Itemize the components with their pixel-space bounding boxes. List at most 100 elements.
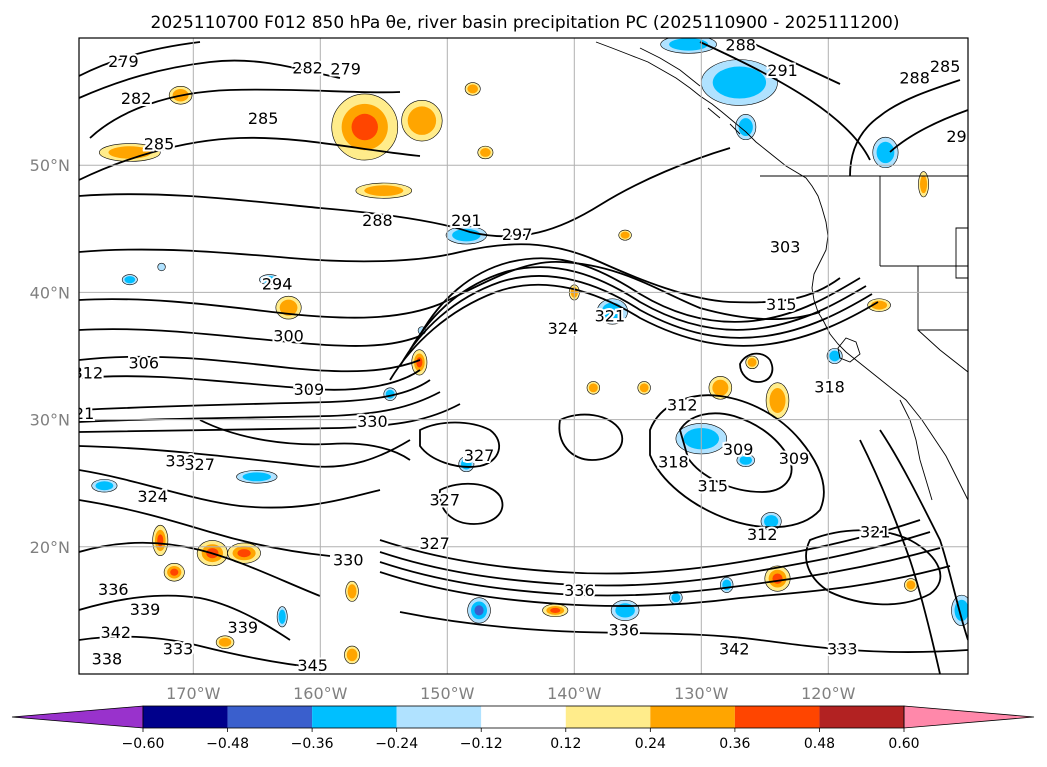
contour-label: 327 bbox=[464, 446, 495, 465]
contour-label: 336 bbox=[609, 620, 640, 639]
contour-label: 315 bbox=[697, 477, 728, 496]
precip-blob-neg-30-level-1 bbox=[738, 118, 753, 136]
axis-tick-labels: 170°W 160°W 150°W 140°W 130°W 120°W 20°N 30°N 40… bbox=[30, 156, 856, 703]
colorbar-tick-label: 0.36 bbox=[719, 736, 750, 752]
contour-label: 333 bbox=[163, 640, 194, 659]
precip-blob-neg-49-level-1 bbox=[278, 609, 286, 624]
lat-tick-label: 50°N bbox=[30, 156, 70, 175]
precip-blob-neg-48-level-1 bbox=[829, 350, 840, 362]
precip-blob-pos-7-level-2 bbox=[157, 534, 164, 547]
contour-label: 312 bbox=[73, 364, 104, 383]
lon-tick-label: 130°W bbox=[674, 684, 729, 703]
colorbar-bin-1 bbox=[227, 706, 313, 728]
contour-label: 312 bbox=[667, 395, 698, 414]
contour-label: 324 bbox=[137, 487, 168, 506]
colorbar-tick-label: 0.12 bbox=[550, 736, 581, 752]
contour-label: 282 bbox=[292, 58, 323, 77]
colorbar-tick-label: −0.48 bbox=[206, 736, 249, 752]
lat-tick-label: 20°N bbox=[30, 538, 70, 557]
contour-label: 327 bbox=[184, 455, 215, 474]
map-frame bbox=[78, 37, 969, 675]
precip-blob-pos-20-level-1 bbox=[588, 383, 598, 393]
precip-blob-neg-51-level-0 bbox=[157, 262, 166, 272]
precip-blob-pos-4-level-1 bbox=[364, 185, 404, 196]
precip-blob-pos-12-level-1 bbox=[346, 648, 358, 662]
precip-blob-pos-21-level-1 bbox=[639, 383, 649, 393]
contour-label: 321 bbox=[64, 404, 95, 423]
contour-label: 330 bbox=[333, 551, 364, 570]
precip-blob-neg-31-level-1 bbox=[876, 141, 895, 164]
contour-label: 330 bbox=[357, 412, 388, 431]
precip-blob-pos-27-level-1 bbox=[218, 637, 232, 647]
lon-tick-label: 150°W bbox=[420, 684, 475, 703]
contour-label: 339 bbox=[130, 600, 161, 619]
colorbar-bin-2 bbox=[312, 706, 397, 728]
contour-label: 288 bbox=[899, 68, 930, 87]
contour-label: 327 bbox=[429, 491, 460, 510]
coastline bbox=[595, 41, 968, 501]
precip-blob-pos-11-level-1 bbox=[347, 584, 357, 599]
precip-blob-neg-39-level-1 bbox=[764, 515, 779, 528]
precip-blob-pos-13-level-2 bbox=[550, 607, 561, 613]
contour-label: 330 bbox=[165, 451, 196, 470]
precip-blob-neg-40-level-2 bbox=[474, 605, 484, 616]
precip-blob-pos-0-level-2 bbox=[351, 113, 378, 141]
contour-label: 285 bbox=[930, 57, 961, 76]
precip-blob-pos-17-level-1 bbox=[747, 357, 757, 367]
contour-label: 339 bbox=[228, 618, 259, 637]
lon-tick-label: 170°W bbox=[166, 684, 221, 703]
contour-label: 342 bbox=[101, 623, 132, 642]
colorbar-tick-label: −0.12 bbox=[460, 736, 503, 752]
contour-label: 306 bbox=[128, 353, 159, 372]
contour-label: 309 bbox=[723, 440, 754, 459]
colorbar-tick-label: −0.24 bbox=[375, 736, 418, 752]
colorbar-extend-min bbox=[11, 705, 144, 729]
contour-label: 321 bbox=[860, 523, 891, 542]
precip-blob-pos-19-level-1 bbox=[919, 175, 928, 194]
precip-blob-pos-1-level-1 bbox=[407, 106, 437, 135]
precip-blob-pos-15-level-1 bbox=[769, 388, 786, 413]
contour-label: 294 bbox=[262, 274, 293, 293]
lat-tick-label: 30°N bbox=[30, 411, 70, 430]
colorbar-extend-max bbox=[903, 705, 1035, 729]
precip-blob-pos-5-level-1 bbox=[279, 299, 298, 316]
precip-blob-pos-10-level-2 bbox=[237, 549, 251, 558]
contour-label: 309 bbox=[294, 380, 325, 399]
contour-label: 336 bbox=[564, 581, 595, 600]
contour-label: 312 bbox=[747, 525, 778, 544]
contour-label: 282 bbox=[121, 89, 152, 108]
lon-tick-label: 120°W bbox=[801, 684, 856, 703]
colorbar-tick-label: 0.48 bbox=[804, 736, 835, 752]
precip-blob-neg-46-level-1 bbox=[262, 276, 277, 284]
contour-label: 297 bbox=[502, 225, 533, 244]
lon-tick-label: 140°W bbox=[547, 684, 602, 703]
contour-label: 300 bbox=[273, 327, 304, 346]
contour-label: 333 bbox=[827, 640, 858, 659]
precip-blob-neg-29-level-1 bbox=[669, 38, 709, 51]
precip-blob-neg-42-level-1 bbox=[671, 593, 681, 603]
precip-blob-neg-47-level-1 bbox=[124, 276, 136, 284]
colorbar-outline bbox=[142, 705, 905, 729]
contour-label: 345 bbox=[297, 656, 328, 675]
contour-label: 291 bbox=[767, 61, 798, 80]
contour-label: 279 bbox=[108, 52, 139, 71]
colorbar-bin-3 bbox=[396, 706, 482, 728]
contour-label: 285 bbox=[248, 109, 279, 128]
precip-blob-pos-22-level-1 bbox=[906, 580, 916, 590]
contour-label: 303 bbox=[770, 238, 801, 257]
contour-label: 279 bbox=[330, 60, 361, 79]
contour-label: 315 bbox=[766, 295, 797, 314]
graticule bbox=[79, 38, 968, 674]
ocean-background bbox=[79, 38, 968, 674]
figure-title: 2025110700 F012 850 hPa θe, river basin … bbox=[151, 13, 900, 33]
colorbar: −0.60 −0.48 −0.36 −0.24 −0.12 0.12 0.24 0.36 0.4… bbox=[11, 705, 1035, 752]
theta-e-contours bbox=[79, 41, 968, 674]
colorbar-tick-label: −0.36 bbox=[291, 736, 334, 752]
precip-blob-neg-37-level-1 bbox=[95, 481, 114, 491]
lon-tick-label: 160°W bbox=[293, 684, 348, 703]
contour-label: 321 bbox=[595, 306, 626, 325]
precip-blob-pos-16-level-1 bbox=[712, 379, 729, 396]
